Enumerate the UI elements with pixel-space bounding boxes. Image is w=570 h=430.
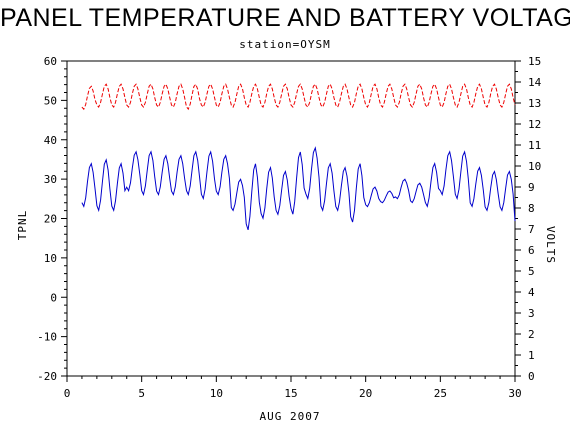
y-left-tick-label: 0 xyxy=(50,291,57,304)
y-left-tick-label: 60 xyxy=(44,55,57,68)
y-left-tick-label: 40 xyxy=(44,134,57,147)
plot-frame xyxy=(66,60,516,377)
x-tick-label: 10 xyxy=(210,387,223,400)
x-tick-label: 0 xyxy=(64,387,71,400)
panel-temperature-line xyxy=(81,146,516,231)
y-right-tick-label: 9 xyxy=(528,181,535,194)
y-right-tick-label: 12 xyxy=(528,118,541,131)
chart-subtitle: station=OYSM xyxy=(239,38,331,51)
x-tick-label: 5 xyxy=(138,387,145,400)
y-right-tick-label: 3 xyxy=(528,307,535,320)
y-right-tick-label: 5 xyxy=(528,265,535,278)
x-axis-label: AUG 2007 xyxy=(259,410,321,423)
y-left-tick-label: 20 xyxy=(44,213,57,226)
chart-title: PANEL TEMPERATURE AND BATTERY VOLTAGE xyxy=(0,4,570,32)
y-right-tick-label: 7 xyxy=(528,223,535,236)
y-right-tick-label: 0 xyxy=(528,370,535,383)
x-tick-label: 30 xyxy=(508,387,521,400)
battery-voltage-line xyxy=(81,83,516,111)
y-right-tick-label: 11 xyxy=(528,139,541,152)
y-left-tick-label: 50 xyxy=(44,94,57,107)
y-right-tick-label: 10 xyxy=(528,160,541,173)
y-right-tick-label: 13 xyxy=(528,97,541,110)
x-tick-label: 25 xyxy=(434,387,447,400)
y-left-tick-label: 30 xyxy=(44,173,57,186)
y-right-tick-label: 6 xyxy=(528,244,535,257)
y-right-tick-label: 4 xyxy=(528,286,535,299)
x-tick-label: 20 xyxy=(359,387,372,400)
y-right-tick-label: 14 xyxy=(528,76,542,89)
y-right-tick-label: 1 xyxy=(528,349,535,362)
y-right-tick-label: 15 xyxy=(528,55,541,68)
y-left-tick-label: 10 xyxy=(44,252,57,265)
y-left-tick-label: -10 xyxy=(37,331,57,344)
y-right-tick-label: 2 xyxy=(528,328,535,341)
x-tick-label: 15 xyxy=(284,387,297,400)
y-right-tick-label: 8 xyxy=(528,202,535,215)
y-left-tick-label: -20 xyxy=(37,370,57,383)
